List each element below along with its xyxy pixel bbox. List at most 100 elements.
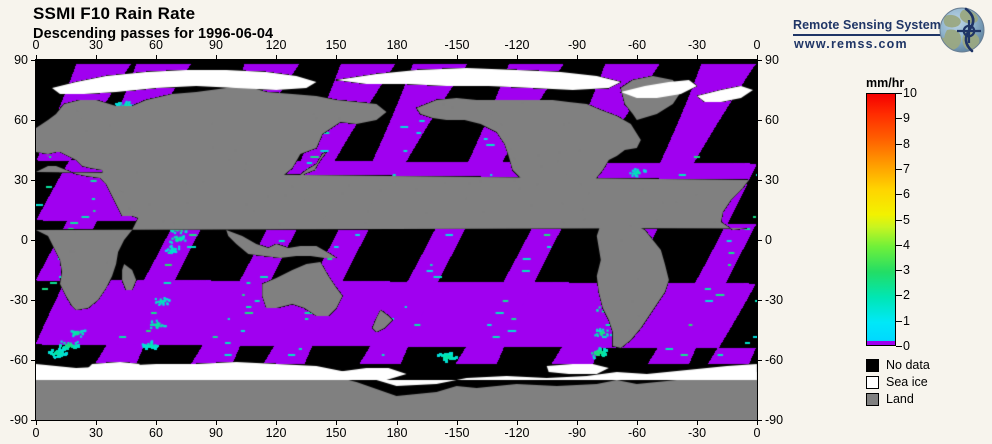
y-axis-label: 30 <box>0 173 28 187</box>
legend-label: No data <box>886 359 930 372</box>
colorbar-tick-label: 1 <box>903 314 910 328</box>
colorbar-tick-label: 9 <box>903 111 910 125</box>
x-axis-label: 90 <box>209 426 223 440</box>
x-axis-tick <box>216 420 217 425</box>
y-axis-label: 0 <box>765 233 772 247</box>
remss-logo[interactable]: Remote Sensing Systems www.remss.com <box>793 4 988 56</box>
colorbar-tick <box>896 144 902 145</box>
legend-label: Land <box>886 393 914 406</box>
colorbar-tick <box>896 118 902 119</box>
y-axis-tick <box>757 300 762 301</box>
y-axis-label: 0 <box>0 233 28 247</box>
y-axis-label: -60 <box>765 353 783 367</box>
colorbar-tick <box>896 321 902 322</box>
y-axis-tick <box>31 240 36 241</box>
x-axis-label: 150 <box>326 426 347 440</box>
y-axis-label: 60 <box>0 113 28 127</box>
x-axis-label: -30 <box>688 38 706 52</box>
legend-swatch <box>866 393 879 406</box>
colorbar-tick-label: 5 <box>903 213 910 227</box>
x-axis-tick <box>96 420 97 425</box>
y-axis-tick <box>31 180 36 181</box>
x-axis-label: -30 <box>688 426 706 440</box>
x-axis-label: 180 <box>387 38 408 52</box>
page-title: SSMI F10 Rain Rate <box>33 4 195 24</box>
colorbar-tick-label: 10 <box>903 86 917 100</box>
x-axis-tick <box>637 420 638 425</box>
rain-rate-map-page: SSMI F10 Rain Rate Descending passes for… <box>0 0 992 444</box>
y-axis-tick <box>31 120 36 121</box>
x-axis-tick <box>697 420 698 425</box>
colorbar-tick <box>896 169 902 170</box>
legend-swatch <box>866 359 879 372</box>
x-axis-label: 30 <box>89 426 103 440</box>
colorbar-tick <box>896 270 902 271</box>
colorbar-tick <box>896 194 902 195</box>
colorbar-tick-label: 2 <box>903 288 910 302</box>
colorbar-tick-label: 3 <box>903 263 910 277</box>
colorbar-tick-label: 8 <box>903 137 910 151</box>
y-axis-tick <box>31 60 36 61</box>
x-axis-label: 60 <box>149 426 163 440</box>
x-axis-tick <box>697 55 698 60</box>
x-axis-tick <box>156 55 157 60</box>
x-axis-tick <box>457 55 458 60</box>
y-axis-label: 90 <box>0 53 28 67</box>
x-axis-label: 60 <box>149 38 163 52</box>
x-axis-label: 180 <box>387 426 408 440</box>
logo-divider <box>793 34 941 36</box>
legend-item: Sea ice <box>866 374 930 391</box>
x-axis-label: 0 <box>754 426 761 440</box>
globe-icon <box>933 4 988 56</box>
world-rain-rate-map[interactable] <box>36 60 757 420</box>
x-axis-label: 120 <box>266 426 287 440</box>
x-axis-label: 0 <box>33 38 40 52</box>
x-axis-label: -120 <box>504 38 529 52</box>
y-axis-label: -30 <box>0 293 28 307</box>
legend-item: No data <box>866 357 930 374</box>
x-axis-label: 30 <box>89 38 103 52</box>
x-axis-tick <box>276 55 277 60</box>
colorbar-tick-label: 0 <box>903 339 910 353</box>
x-axis-label: -90 <box>568 38 586 52</box>
x-axis-label: 120 <box>266 38 287 52</box>
x-axis-tick <box>276 420 277 425</box>
x-axis-tick <box>156 420 157 425</box>
y-axis-tick <box>757 240 762 241</box>
map-legend: No data Sea ice Land <box>866 357 930 408</box>
x-axis-label: -150 <box>444 38 469 52</box>
x-axis-label: 150 <box>326 38 347 52</box>
y-axis-tick <box>31 360 36 361</box>
x-axis-tick <box>397 420 398 425</box>
y-axis-tick <box>31 420 36 421</box>
x-axis-label: -150 <box>444 426 469 440</box>
colorbar-tick <box>896 93 902 94</box>
x-axis-label: 0 <box>754 38 761 52</box>
legend-label: Sea ice <box>886 376 928 389</box>
x-axis-label: -60 <box>628 426 646 440</box>
map-raster <box>36 60 757 420</box>
x-axis-label: -120 <box>504 426 529 440</box>
legend-swatch <box>866 376 879 389</box>
x-axis-tick <box>577 55 578 60</box>
colorbar-tick <box>896 295 902 296</box>
colorbar-tick-label: 7 <box>903 162 910 176</box>
x-axis-tick <box>517 420 518 425</box>
x-axis-tick <box>517 55 518 60</box>
legend-item: Land <box>866 391 930 408</box>
colorbar-tick <box>896 220 902 221</box>
x-axis-tick <box>36 55 37 60</box>
colorbar-tick-label: 4 <box>903 238 910 252</box>
colorbar-tick-label: 6 <box>903 187 910 201</box>
x-axis-label: -90 <box>568 426 586 440</box>
colorbar-gradient[interactable] <box>866 93 896 346</box>
x-axis-label: -60 <box>628 38 646 52</box>
y-axis-label: -60 <box>0 353 28 367</box>
y-axis-tick <box>31 300 36 301</box>
y-axis-tick <box>757 360 762 361</box>
x-axis-tick <box>637 55 638 60</box>
x-axis-tick <box>397 55 398 60</box>
y-axis-label: 60 <box>765 113 779 127</box>
x-axis-tick <box>216 55 217 60</box>
y-axis-label: -90 <box>765 413 783 427</box>
